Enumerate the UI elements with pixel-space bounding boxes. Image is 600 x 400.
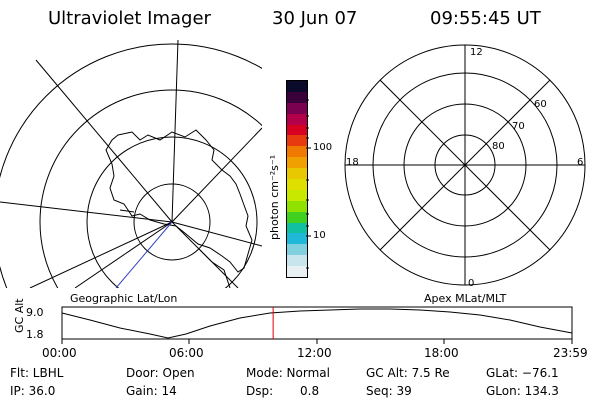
mode-status: Mode: Normal bbox=[246, 366, 330, 380]
colorbar-band bbox=[287, 81, 307, 92]
colorbar-tick-10: 10 bbox=[313, 230, 326, 241]
alt-ylabel: GC Alt bbox=[13, 298, 26, 333]
colorbar-band bbox=[287, 113, 307, 125]
colorbar-band bbox=[287, 124, 307, 136]
alt-ytick-1-8: 1.8 bbox=[26, 328, 44, 341]
alt-xtick-2359: 23:59 bbox=[553, 346, 588, 360]
mlt-label-12: 12 bbox=[470, 47, 483, 58]
colorbar-band bbox=[287, 189, 307, 201]
glat-status: GLat: −76.1 bbox=[486, 366, 559, 380]
alt-xtick-0000: 00:00 bbox=[42, 346, 77, 360]
alt-ytick-9: 9.0 bbox=[26, 306, 44, 319]
gain-status: Gain: 14 bbox=[126, 384, 177, 398]
ip-status: IP: 36.0 bbox=[10, 384, 56, 398]
colorbar-band bbox=[287, 157, 307, 169]
lat-label-60: 60 bbox=[534, 99, 547, 110]
mlt-label-18: 18 bbox=[346, 157, 359, 168]
colorbar-band bbox=[287, 146, 307, 158]
lat-label-80: 80 bbox=[492, 141, 505, 152]
gc-alt-status: GC Alt: 7.5 Re bbox=[366, 366, 450, 380]
geographic-caption: Geographic Lat/Lon bbox=[70, 292, 178, 305]
colorbar-band bbox=[287, 168, 307, 180]
colorbar-band bbox=[287, 179, 307, 190]
colorbar-band bbox=[287, 200, 307, 212]
glon-status: GLon: 134.3 bbox=[486, 384, 559, 398]
colorbar-band bbox=[287, 135, 307, 147]
alt-xtick-1200: 12:00 bbox=[297, 346, 332, 360]
colorbar-band bbox=[287, 222, 307, 234]
colorbar-band bbox=[287, 102, 307, 114]
colorbar-band bbox=[287, 266, 307, 278]
mlt-label-6: 6 bbox=[577, 157, 584, 168]
filter-status: Flt: LBHL bbox=[10, 366, 64, 380]
seq-status: Seq: 39 bbox=[366, 384, 412, 398]
door-status: Door: Open bbox=[126, 366, 195, 380]
colorbar-tick-100: 100 bbox=[313, 142, 333, 153]
colorbar bbox=[286, 80, 308, 278]
colorbar-band bbox=[287, 255, 307, 267]
lat-label-70: 70 bbox=[512, 121, 525, 132]
colorbar-band bbox=[287, 233, 307, 245]
instrument-title: Ultraviolet Imager bbox=[48, 8, 211, 29]
mlt-label-0: 0 bbox=[468, 278, 475, 289]
colorbar-band bbox=[287, 211, 307, 223]
dsp-label: Dsp: bbox=[246, 384, 274, 398]
alt-xtick-1800: 18:00 bbox=[424, 346, 459, 360]
magnetic-caption: Apex MLat/MLT bbox=[424, 292, 507, 305]
colorbar-band bbox=[287, 91, 307, 103]
date-label: 30 Jun 07 bbox=[272, 8, 358, 29]
dsp-value: 0.8 bbox=[300, 384, 320, 398]
colorbar-band bbox=[287, 244, 307, 256]
time-label: 09:55:45 UT bbox=[430, 8, 541, 29]
alt-xtick-0600: 06:00 bbox=[169, 346, 204, 360]
